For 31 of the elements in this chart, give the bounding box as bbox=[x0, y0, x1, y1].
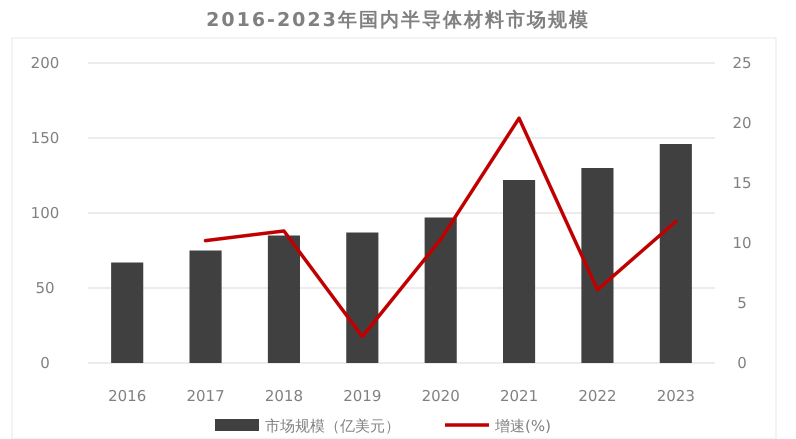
bar bbox=[268, 236, 300, 363]
legend-label: 增速(%) bbox=[494, 417, 551, 435]
y2-tick-label: 20 bbox=[732, 114, 752, 132]
y-tick-label: 100 bbox=[30, 204, 60, 222]
y-tick-label: 200 bbox=[30, 54, 60, 72]
bar bbox=[502, 180, 536, 363]
bar bbox=[346, 232, 378, 363]
x-tick-label: 2022 bbox=[578, 387, 617, 405]
y2-tick-label: 25 bbox=[732, 54, 752, 72]
bar bbox=[660, 144, 692, 363]
legend-label: 市场规模（亿美元） bbox=[265, 417, 400, 435]
bar bbox=[189, 250, 222, 363]
y2-tick-label: 5 bbox=[737, 294, 747, 312]
y-tick-label: 0 bbox=[40, 354, 50, 372]
y2-tick-label: 15 bbox=[732, 174, 752, 192]
bar bbox=[581, 168, 614, 363]
x-tick-label: 2019 bbox=[343, 387, 382, 405]
line-series bbox=[204, 116, 678, 338]
x-tick-label: 2018 bbox=[264, 387, 304, 405]
x-tick-label: 2017 bbox=[186, 387, 225, 405]
x-tick-label: 2023 bbox=[656, 387, 695, 405]
bar bbox=[424, 218, 457, 363]
x-tick-label: 2021 bbox=[500, 387, 538, 405]
y2-tick-label: 0 bbox=[737, 354, 747, 372]
y-tick-label: 150 bbox=[30, 129, 60, 147]
y2-tick-label: 10 bbox=[732, 234, 752, 252]
x-tick-label: 2020 bbox=[422, 387, 460, 405]
bar bbox=[111, 262, 144, 363]
y-tick-label: 50 bbox=[35, 279, 55, 297]
chart-title: 2016-2023年国内半导体材料市场规模 bbox=[206, 9, 590, 31]
x-tick-label: 2016 bbox=[108, 387, 146, 405]
